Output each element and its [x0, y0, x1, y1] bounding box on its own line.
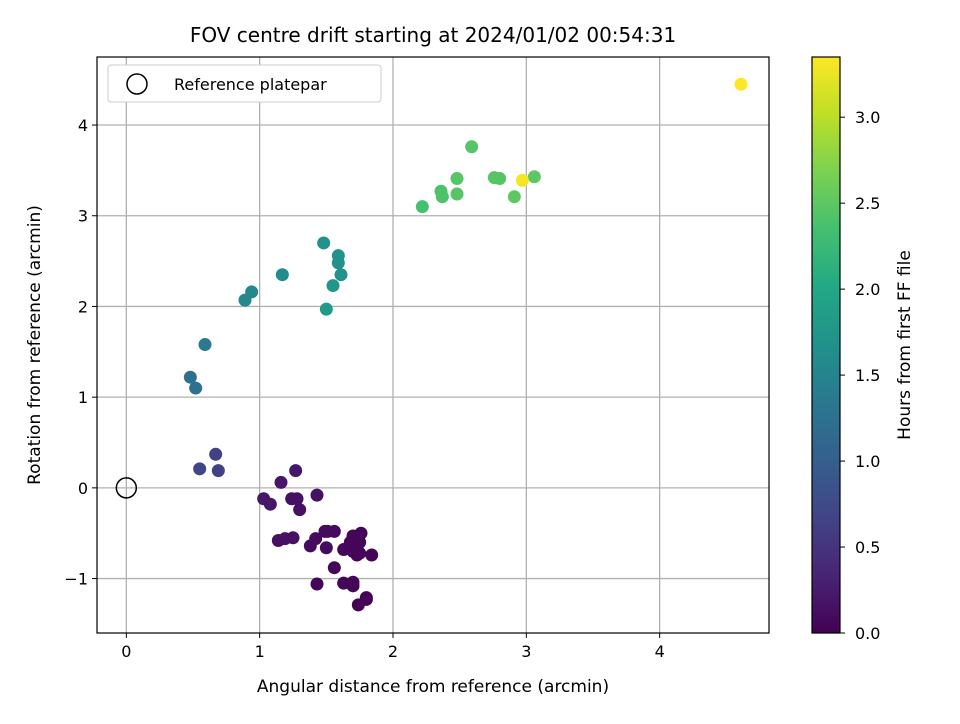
data-point: [183, 370, 197, 384]
data-point: [245, 285, 259, 299]
colorbar-tick-label: 0.5: [855, 538, 880, 557]
gridlines: [97, 57, 769, 633]
data-point: [290, 492, 304, 506]
y-tick-label: 4: [78, 116, 88, 135]
data-point: [346, 579, 360, 593]
x-tick-label: 3: [521, 642, 531, 661]
data-point: [351, 598, 365, 612]
data-point: [353, 546, 367, 560]
colorbar-tick-label: 1.0: [855, 452, 880, 471]
y-tick-label: 0: [78, 479, 88, 498]
data-point: [289, 464, 303, 478]
data-point: [326, 279, 340, 293]
data-point: [275, 268, 289, 282]
data-point: [211, 464, 225, 478]
data-point: [189, 381, 203, 395]
colorbar-tick-label: 1.5: [855, 366, 880, 385]
data-point: [734, 77, 748, 91]
colorbar-ticks: 0.0 0.5 1.0 1.5 2.0 2.5 3.0: [840, 108, 880, 643]
data-point: [331, 256, 345, 270]
data-point: [274, 475, 288, 489]
colorbar-tick-label: 2.0: [855, 280, 880, 299]
data-point: [465, 140, 479, 154]
x-tick-label: 0: [121, 642, 131, 661]
data-point: [310, 577, 324, 591]
y-tick-label: 3: [78, 207, 88, 226]
colorbar-label: Hours from first FF file: [895, 250, 915, 440]
colorbar-tick-label: 2.5: [855, 194, 880, 213]
reference-platepar-marker: [115, 477, 138, 499]
data-point: [415, 200, 429, 214]
data-point: [435, 190, 449, 204]
chart-title: FOV centre drift starting at 2024/01/02 …: [190, 23, 676, 47]
data-point: [286, 531, 300, 545]
y-tick-label: −1: [64, 570, 88, 589]
data-point: [263, 497, 277, 511]
data-point: [319, 541, 333, 555]
x-tick-label: 1: [255, 642, 265, 661]
legend-reference-label: Reference platepar: [174, 75, 327, 94]
data-point: [309, 532, 323, 546]
data-point: [327, 561, 341, 575]
y-tick-label: 1: [78, 388, 88, 407]
colorbar: 0.0 0.5 1.0 1.5 2.0 2.5 3.0 Hours from first F…: [811, 56, 915, 643]
data-point: [527, 170, 541, 184]
colorbar-tick-label: 3.0: [855, 108, 880, 127]
x-tick-label: 2: [388, 642, 398, 661]
data-points: [183, 77, 748, 612]
data-point: [334, 268, 348, 282]
colorbar-tick-label: 0.0: [855, 624, 880, 643]
data-point: [209, 447, 223, 461]
data-point: [450, 187, 464, 201]
data-point: [353, 535, 367, 549]
data-point: [450, 172, 464, 186]
data-point: [310, 488, 324, 502]
data-point: [317, 236, 331, 250]
data-point: [327, 524, 341, 538]
data-point: [515, 173, 529, 187]
data-point: [507, 190, 521, 204]
data-point: [293, 503, 307, 517]
data-point: [319, 302, 333, 316]
legend: Reference platepar: [107, 64, 382, 103]
legend-reference-marker: [126, 73, 148, 95]
x-tick-label: 4: [655, 642, 665, 661]
data-point: [493, 172, 507, 186]
x-axis-ticks: 0 1 2 3 4: [121, 633, 665, 661]
colorbar-gradient: [811, 56, 841, 634]
data-point: [365, 548, 379, 562]
y-tick-label: 2: [78, 297, 88, 316]
x-axis-label: Angular distance from reference (arcmin): [257, 677, 609, 697]
y-axis-label: Rotation from reference (arcmin): [25, 205, 45, 485]
legend-box: [107, 64, 382, 103]
plot-frame: [96, 56, 770, 634]
data-point: [198, 338, 212, 352]
data-point: [193, 462, 207, 476]
y-axis-ticks: −1 0 1 2 3 4: [64, 116, 97, 589]
